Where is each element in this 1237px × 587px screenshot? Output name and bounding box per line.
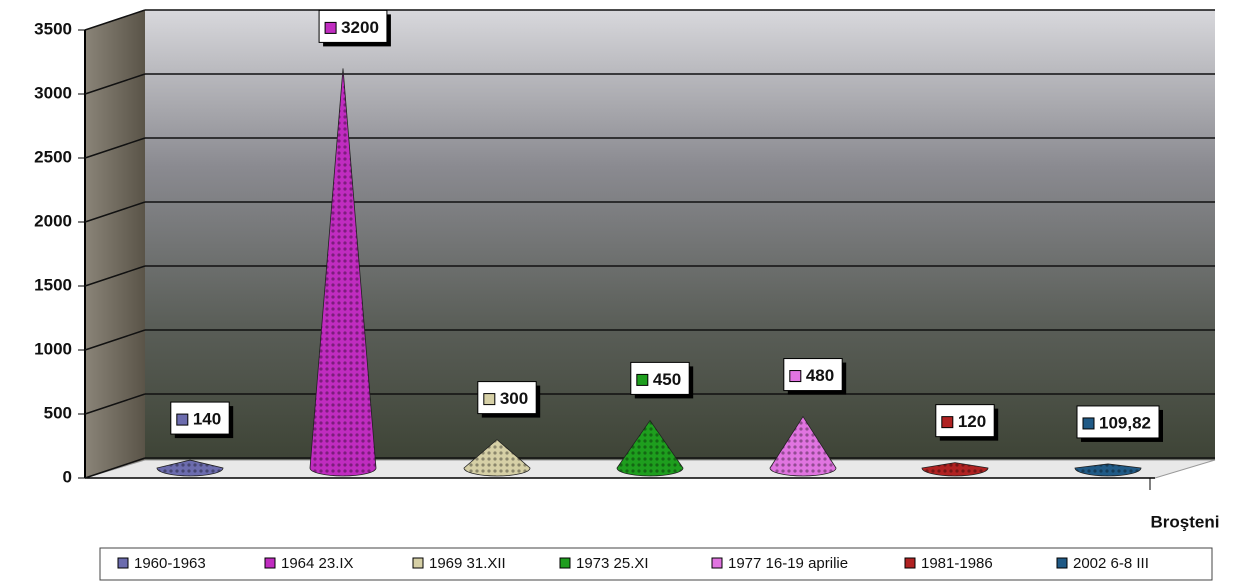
legend-label: 1960-1963	[134, 555, 206, 572]
label-swatch	[941, 416, 954, 429]
cone-texture	[922, 462, 988, 476]
y-tick-label: 500	[44, 403, 72, 422]
data-label: 120	[958, 412, 986, 431]
grid-line	[84, 457, 146, 479]
cone-texture	[157, 460, 223, 476]
cone-texture	[770, 416, 836, 476]
label-swatch	[324, 21, 337, 34]
y-tick-label: 3000	[34, 83, 72, 102]
legend-swatch	[412, 557, 424, 569]
legend-label: 1981-1986	[921, 555, 993, 572]
cone-texture	[1075, 463, 1141, 476]
grid-line	[84, 393, 146, 415]
x-tick-label: Broşteni	[1151, 512, 1220, 531]
legend-label: 1964 23.IX	[281, 555, 354, 572]
label-swatch	[176, 413, 189, 426]
label-box	[318, 9, 388, 43]
legend-swatch	[117, 557, 129, 569]
y-tick-label: 1000	[34, 339, 72, 358]
data-label: 3200	[341, 18, 379, 37]
grid-line	[84, 265, 146, 287]
grid-line	[84, 73, 146, 95]
grid-line	[84, 329, 146, 351]
legend-label: 1973 25.XI	[576, 555, 649, 572]
data-label: 480	[806, 366, 834, 385]
cone-texture	[310, 68, 376, 477]
legend-swatch	[711, 557, 723, 569]
cone-texture	[617, 420, 683, 476]
y-tick-label: 2000	[34, 211, 72, 230]
label-swatch	[636, 373, 649, 386]
grid-line	[84, 137, 146, 159]
legend-swatch	[264, 557, 276, 569]
legend-label: 2002 6-8 III	[1073, 555, 1149, 572]
y-tick-label: 1500	[34, 275, 72, 294]
legend-swatch	[1056, 557, 1068, 569]
cone-texture	[464, 439, 530, 476]
y-tick-label: 0	[63, 467, 72, 486]
data-label: 140	[193, 410, 221, 429]
y-tick-label: 3500	[34, 19, 72, 38]
grid-line	[84, 201, 146, 223]
legend-swatch	[904, 557, 916, 569]
data-label: 109,82	[1099, 413, 1151, 432]
legend-label: 1969 31.XII	[429, 555, 506, 572]
legend	[99, 547, 1213, 581]
label-box	[630, 361, 690, 395]
data-label: 300	[500, 389, 528, 408]
label-swatch	[483, 393, 496, 406]
grid-line	[84, 9, 146, 31]
legend-swatch	[559, 557, 571, 569]
data-label: 450	[653, 370, 681, 389]
label-swatch	[789, 370, 802, 383]
label-swatch	[1082, 417, 1095, 430]
legend-label: 1977 16-19 aprilie	[728, 555, 848, 572]
side-wall	[85, 10, 145, 478]
y-tick-label: 2500	[34, 147, 72, 166]
